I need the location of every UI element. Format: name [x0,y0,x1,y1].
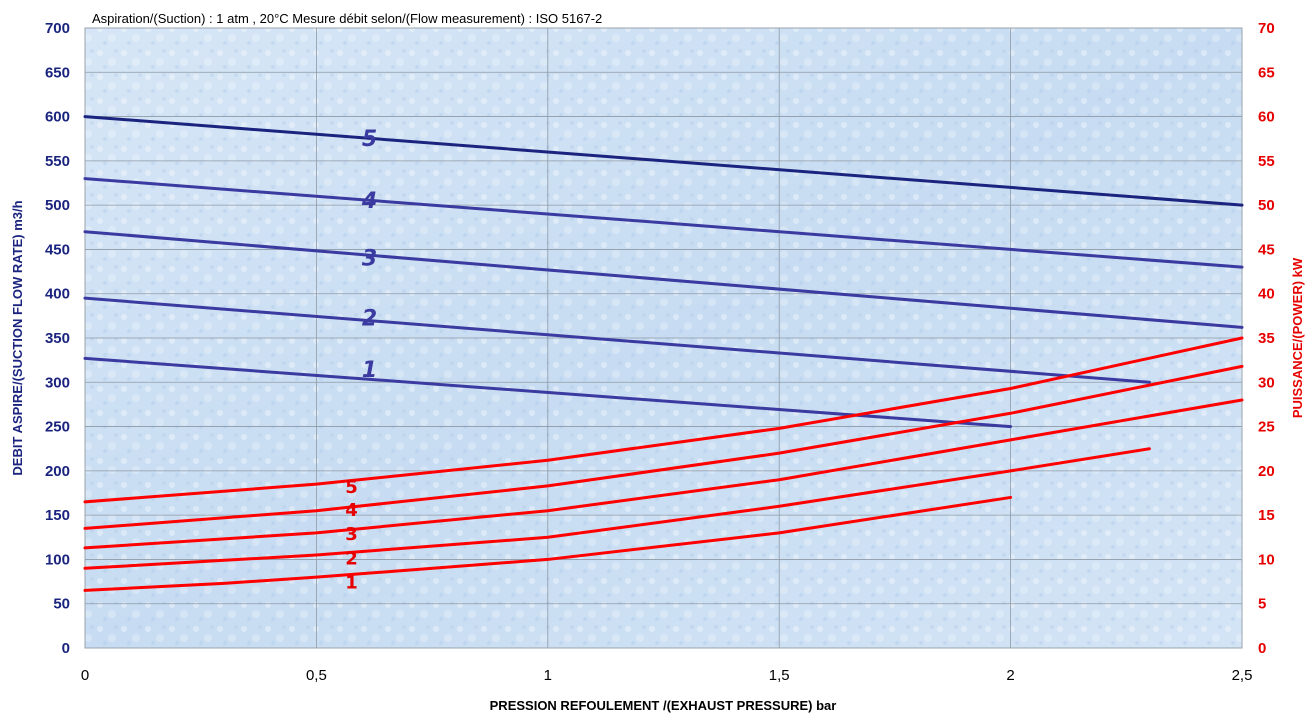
y-right-tick-label: 5 [1258,596,1266,613]
y-right-tick-label: 15 [1258,507,1275,524]
power-series-label-5: 5 [345,477,358,498]
flow-series-label-4: 4 [361,189,377,214]
y-left-tick-label: 350 [45,330,70,347]
y-left-tick-label: 450 [45,241,70,258]
y-right-tick-label: 0 [1258,640,1266,657]
y-right-tick-label: 70 [1258,20,1275,37]
y-left-tick-label: 50 [53,596,70,613]
y-left-tick-label: 600 [45,109,70,126]
y-left-tick-label: 300 [45,374,70,391]
flow-line-2 [83,296,1151,384]
left-axis-title: DEBIT ASPIRE/(SUCTION FLOW RATE) m3/h [10,200,25,475]
power-series-label-4: 4 [345,500,358,521]
y-right-tick-label: 45 [1258,241,1275,258]
power-line-2 [83,447,1151,570]
y-right-tick-label: 65 [1258,64,1275,81]
y-left-tick-label: 100 [45,551,70,568]
y-right-tick-label: 50 [1258,197,1275,214]
x-axis-ticks: 0 0,5 1 1,5 2 2,5 [81,667,1253,684]
x-tick-label: 0 [81,667,89,684]
x-axis-title: PRESSION REFOULEMENT /(EXHAUST PRESSURE)… [490,698,837,713]
flow-line-5 [83,115,1244,207]
y-left-tick-label: 250 [45,419,70,436]
chart-note: Aspiration/(Suction) : 1 atm , 20°C Mesu… [92,11,602,26]
power-line-5 [83,336,1244,504]
x-tick-label: 2 [1006,667,1014,684]
y-right-tick-label: 40 [1258,286,1275,303]
y-right-tick-label: 30 [1258,374,1275,391]
x-tick-label: 2,5 [1232,667,1253,684]
power-line-4 [83,364,1244,530]
flow-lines [83,115,1244,429]
y-right-tick-label: 60 [1258,109,1275,126]
x-tick-label: 0,5 [306,667,327,684]
right-axis-title: PUISSANCE/(POWER) kW [1290,257,1305,418]
y-left-tick-label: 500 [45,197,70,214]
y-left-tick-label: 700 [45,20,70,37]
power-line-3 [83,398,1244,550]
y-right-tick-label: 55 [1258,153,1275,170]
power-series-label-1: 1 [345,573,358,594]
flow-series-label-5: 5 [362,127,377,152]
y-left-tick-label: 200 [45,463,70,480]
y-right-tick-label: 10 [1258,551,1275,568]
power-series-label-3: 3 [345,524,358,545]
power-series-label-2: 2 [345,549,358,570]
flow-series-label-2: 2 [362,307,377,332]
power-line-1 [83,495,1013,592]
right-axis-ticks: 0 5 10 15 20 25 30 35 40 45 50 55 60 65 70 [1258,20,1275,657]
flow-line-4 [83,177,1244,269]
y-left-tick-label: 650 [45,64,70,81]
y-left-tick-label: 550 [45,153,70,170]
flow-series-label-3: 3 [362,246,377,271]
y-right-tick-label: 25 [1258,419,1275,436]
x-tick-label: 1 [544,667,552,684]
left-axis-ticks: 0 50 100 150 200 250 300 350 400 450 500 550 600 650 7… [45,20,70,657]
y-left-tick-label: 150 [45,507,70,524]
y-left-tick-label: 0 [62,640,70,657]
power-lines [83,336,1244,592]
x-tick-label: 1,5 [769,667,790,684]
y-left-tick-label: 400 [45,286,70,303]
flow-line-3 [83,230,1244,329]
flow-series-label-1: 1 [362,358,377,383]
y-right-tick-label: 35 [1258,330,1275,347]
y-right-tick-label: 20 [1258,463,1275,480]
